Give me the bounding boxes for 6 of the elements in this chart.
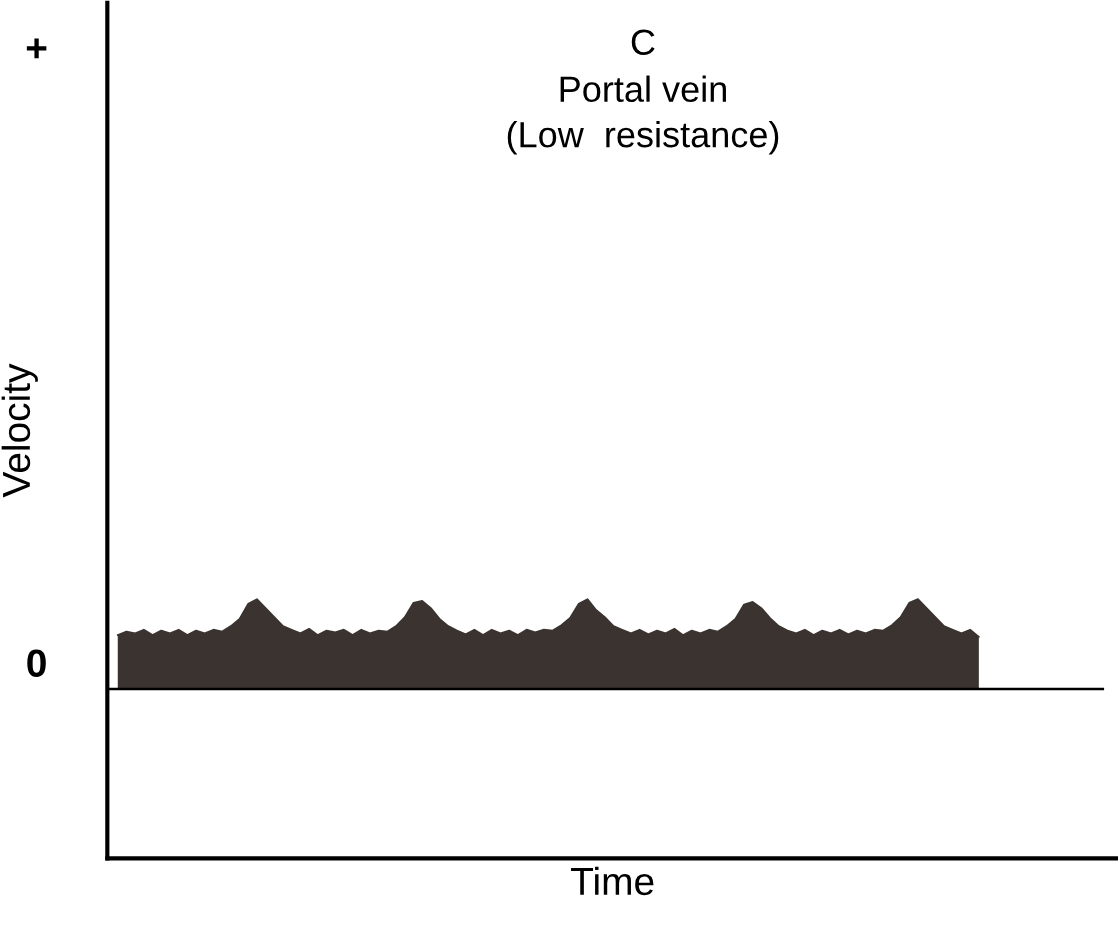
text: + bbox=[26, 38, 47, 59]
text: 0 bbox=[27, 649, 46, 677]
x-axis-title: Time bbox=[571, 866, 654, 896]
chart-subtitle: Portal vein (Low resistance) bbox=[507, 75, 779, 155]
y-axis-title: Velocity bbox=[1, 363, 38, 498]
chart-title: C bbox=[631, 29, 655, 55]
